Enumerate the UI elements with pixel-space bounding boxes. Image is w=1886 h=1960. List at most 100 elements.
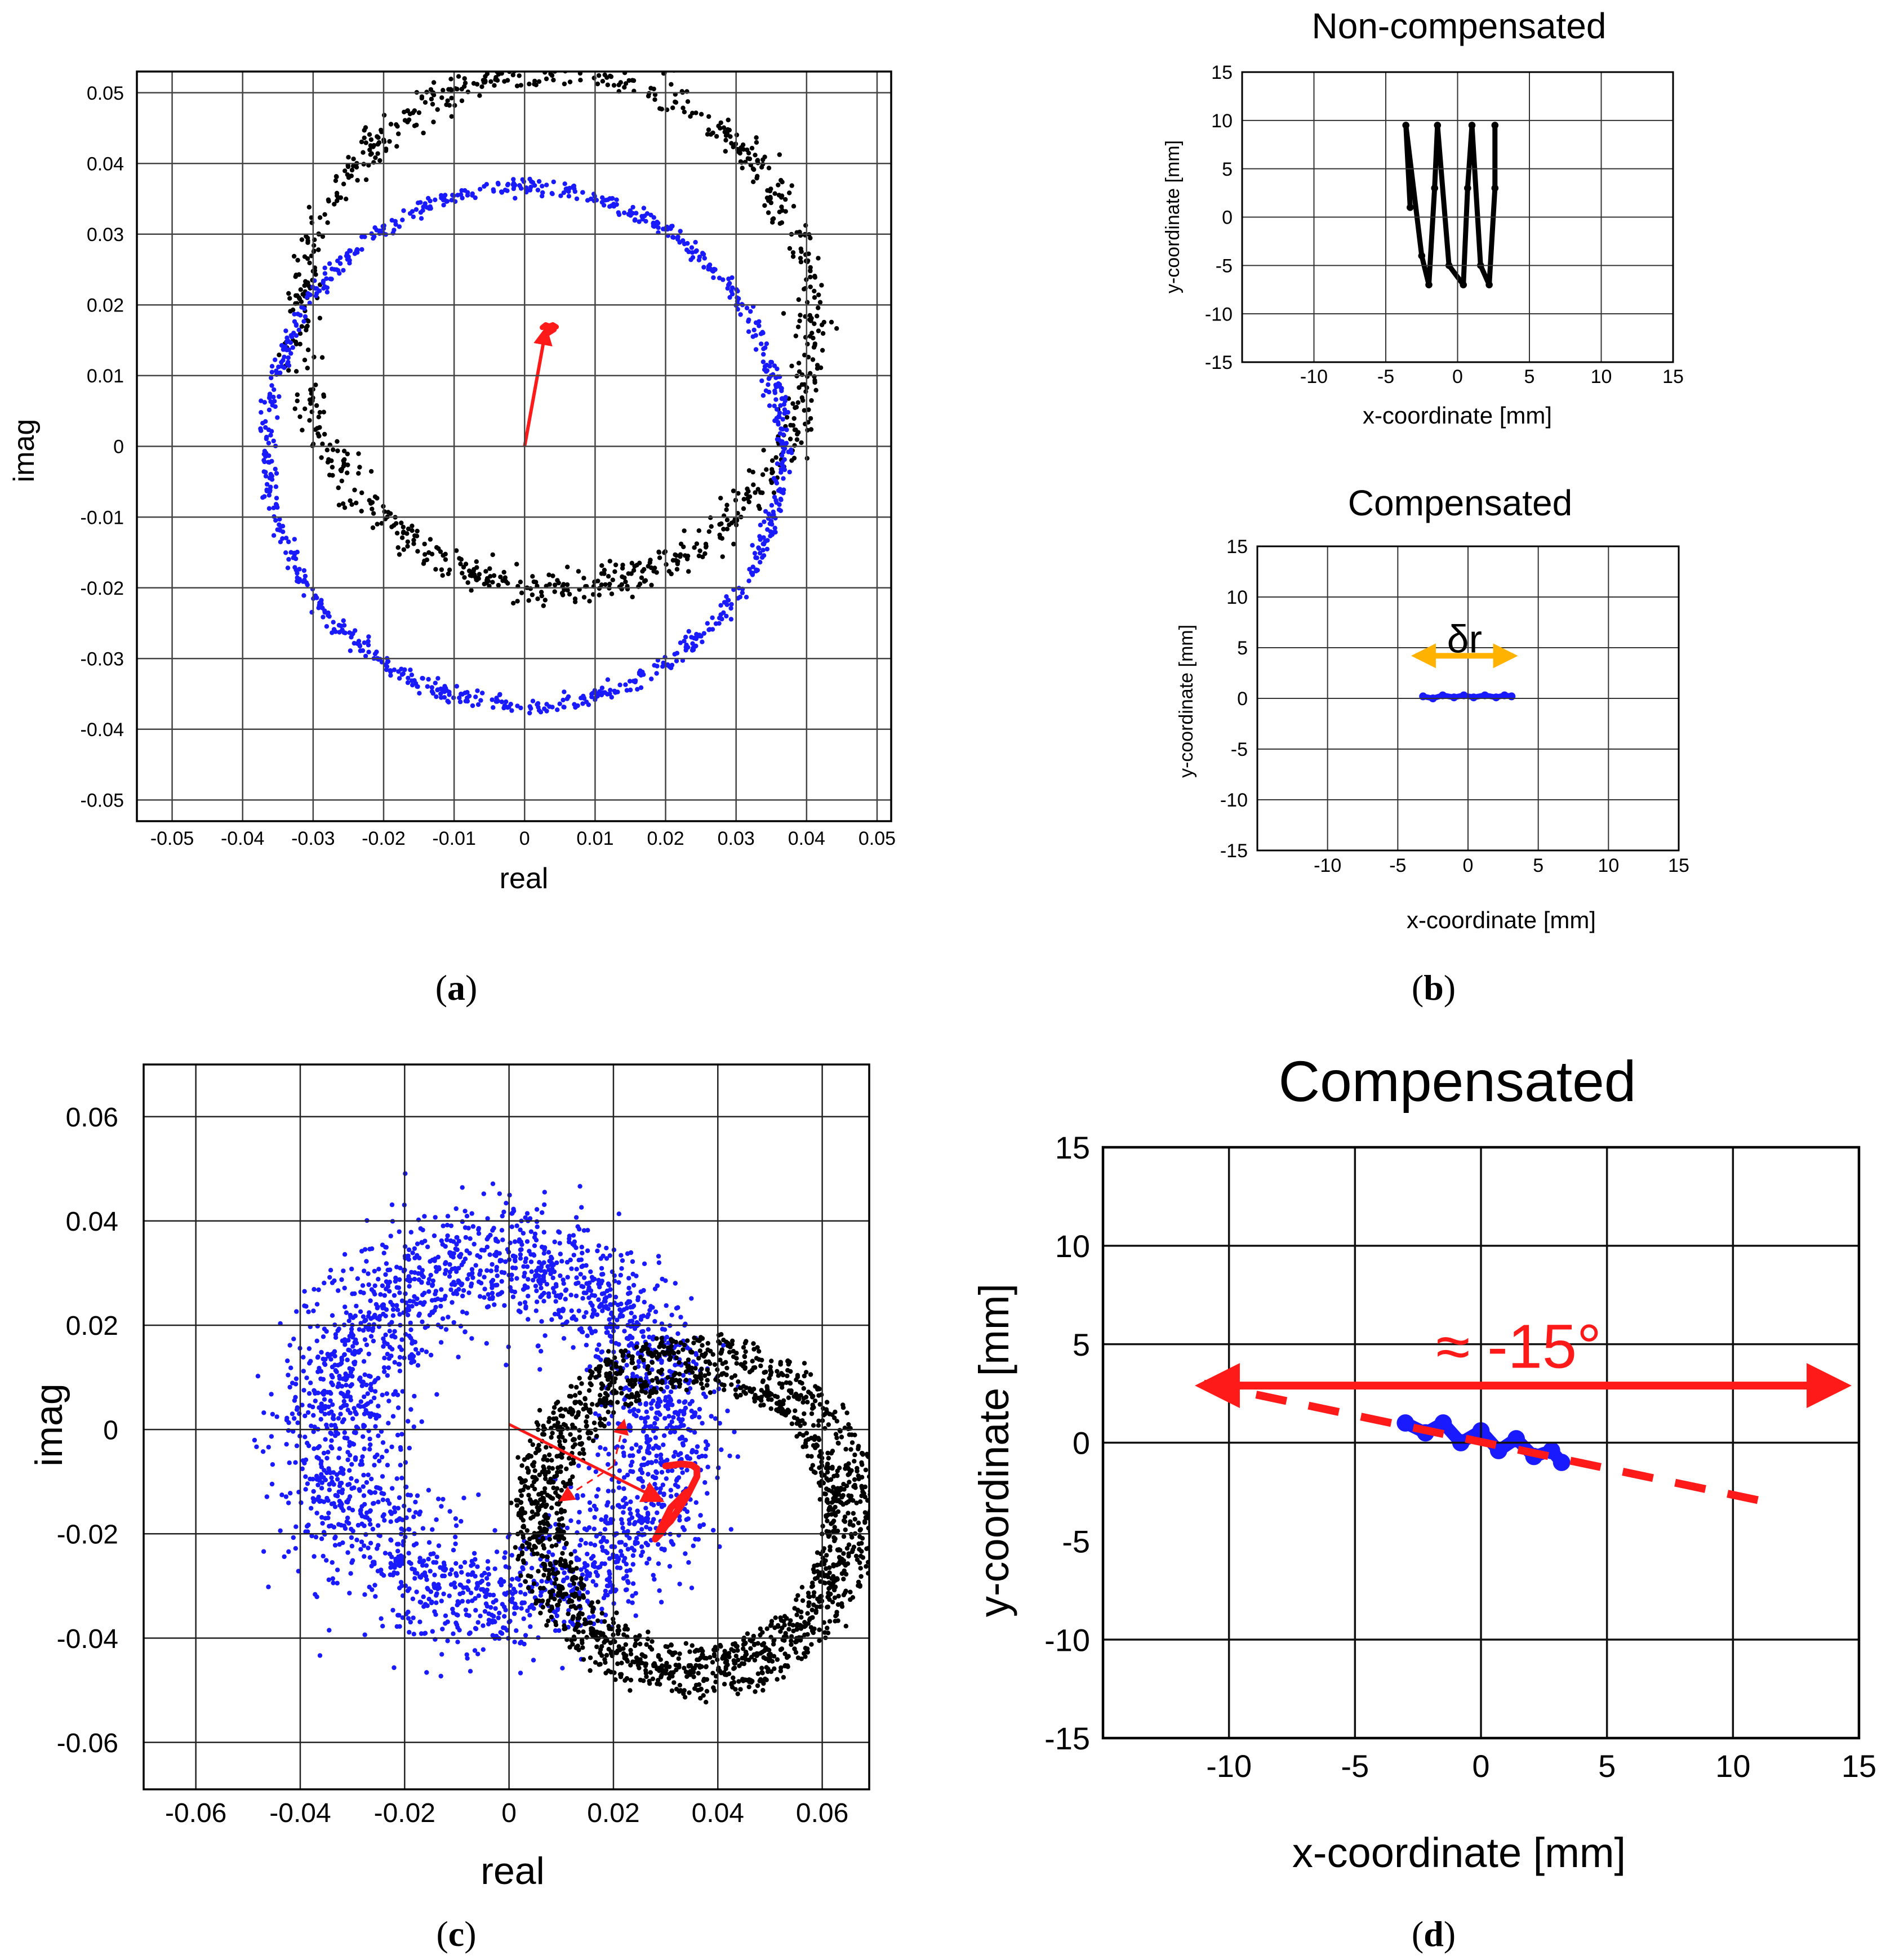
data-point: [799, 382, 805, 387]
data-point: [576, 1280, 581, 1285]
data-point: [539, 1348, 544, 1354]
data-point: [394, 1303, 399, 1308]
data-point: [482, 1295, 487, 1300]
data-point: [386, 1420, 391, 1426]
data-point: [327, 1275, 332, 1280]
data-point: [677, 1416, 682, 1422]
data-point: [608, 74, 614, 79]
data-point: [311, 1429, 316, 1435]
data-point: [447, 1509, 452, 1514]
data-point: [641, 1288, 646, 1293]
data-point: [588, 1541, 593, 1547]
data-point: [386, 1501, 392, 1506]
data-point: [565, 587, 570, 593]
data-point: [487, 1252, 492, 1257]
data-point: [665, 663, 670, 668]
data-point: [662, 1416, 668, 1421]
data-point: [576, 1590, 582, 1595]
data-point: [623, 1348, 628, 1353]
data-point: [331, 1482, 336, 1487]
data-point: [435, 676, 441, 681]
data-point: [825, 1625, 830, 1631]
data-point: [514, 1276, 519, 1281]
data-point: [345, 1357, 350, 1362]
x-tick-label: 0: [519, 828, 530, 849]
data-point: [270, 1411, 275, 1417]
data-point: [456, 1600, 462, 1606]
data-point: [627, 1299, 632, 1305]
data-point: [363, 140, 368, 145]
data-point: [711, 1527, 716, 1533]
data-point: [502, 1625, 508, 1631]
data-point: [1460, 281, 1467, 288]
data-point: [320, 442, 325, 447]
data-point: [371, 1338, 376, 1344]
data-point: [812, 295, 817, 300]
data-point: [808, 1372, 813, 1377]
data-point: [314, 595, 319, 600]
data-point: [466, 1631, 472, 1636]
data-point: [599, 582, 604, 587]
data-point: [358, 1508, 363, 1513]
data-point: [700, 554, 705, 559]
data-point: [293, 556, 299, 562]
data-point: [384, 667, 389, 672]
data-point: [579, 1245, 585, 1250]
data-point: [385, 659, 391, 664]
data-point: [349, 1326, 354, 1332]
data-point: [327, 1487, 332, 1493]
data-point: [462, 1560, 468, 1565]
data-point: [576, 569, 581, 574]
data-point: [687, 1690, 692, 1695]
data-point: [596, 1277, 601, 1283]
data-point: [368, 1374, 373, 1379]
data-point: [619, 582, 625, 587]
data-point: [731, 488, 736, 493]
data-point: [546, 1294, 551, 1299]
data-point: [381, 1365, 387, 1370]
data-point: [759, 341, 764, 346]
data-point: [447, 1593, 452, 1598]
data-point: [590, 1579, 595, 1584]
data-point: [523, 1579, 528, 1584]
data-point: [478, 1268, 483, 1273]
data-point: [332, 1349, 337, 1354]
data-point: [393, 1389, 398, 1394]
data-point: [269, 375, 274, 381]
data-point: [593, 1583, 599, 1588]
data-point: [521, 1231, 526, 1236]
data-point: [571, 1345, 576, 1350]
data-point: [538, 1593, 543, 1598]
data-point: [387, 1329, 392, 1334]
data-point: [617, 1423, 622, 1428]
data-point: [761, 535, 766, 540]
data-point: [314, 1511, 319, 1516]
data-point: [356, 1350, 362, 1355]
panel-b-top-marks: [1402, 122, 1499, 288]
data-point: [441, 553, 446, 558]
data-point: [336, 1326, 341, 1331]
data-point: [447, 692, 452, 697]
data-point: [578, 78, 583, 83]
data-point: [540, 1605, 545, 1610]
data-point: [376, 1404, 381, 1409]
data-point: [415, 1241, 420, 1246]
data-point: [346, 1505, 352, 1511]
data-point: [569, 1266, 574, 1271]
data-point: [382, 509, 387, 514]
data-point: [773, 397, 779, 402]
data-point: [620, 574, 625, 580]
data-point: [299, 1500, 304, 1505]
data-point: [763, 539, 768, 544]
data-point: [518, 1590, 523, 1595]
data-point: [486, 1572, 491, 1577]
data-point: [485, 1216, 490, 1221]
data-point: [751, 1347, 757, 1352]
data-point: [741, 1345, 746, 1350]
data-point: [512, 1640, 517, 1645]
data-point: [723, 149, 728, 154]
data-point: [505, 182, 510, 188]
data-point: [1425, 281, 1433, 288]
data-point: [385, 1342, 390, 1347]
data-point: [568, 1518, 573, 1524]
